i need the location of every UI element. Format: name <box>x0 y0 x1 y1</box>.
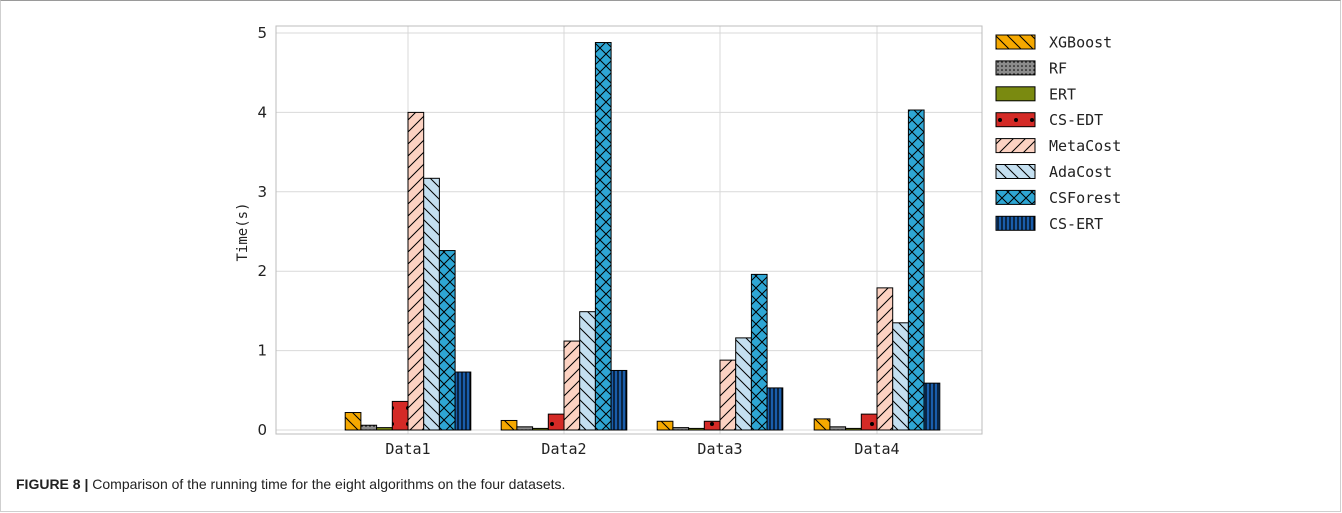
legend-swatch-hatch <box>996 164 1035 179</box>
caption-label: FIGURE 8 | <box>16 476 89 492</box>
y-tick-label: 2 <box>257 262 267 280</box>
bar-cs-edt-data1-hatch <box>392 401 408 430</box>
caption-text: Comparison of the running time for the e… <box>88 476 566 492</box>
bar-metacost-data3-hatch <box>720 360 736 430</box>
legend-swatch-hatch <box>996 35 1035 49</box>
legend-swatch-hatch <box>996 216 1035 231</box>
legend-label: XGBoost <box>1049 34 1112 52</box>
x-tick-label: Data1 <box>385 440 430 458</box>
legend-label: CS-EDT <box>1049 111 1103 129</box>
legend-item-cs-ert: CS-ERT <box>995 215 1103 233</box>
bar-ert-data3 <box>688 427 705 431</box>
bar-ert-data4 <box>845 427 862 431</box>
bar-cs-ert-data4-hatch <box>924 383 940 430</box>
legend-item-metacost: MetaCost <box>995 137 1121 155</box>
bar-xgboost-data1-hatch <box>345 412 361 430</box>
bar-metacost-data4-hatch <box>877 287 893 430</box>
legend-item-xgboost: XGBoost <box>995 34 1112 52</box>
bar-metacost-data1-hatch <box>408 112 424 431</box>
bar-rf-data4-hatch <box>829 426 846 430</box>
bars-group <box>344 42 941 431</box>
bar-csforest-data2-hatch <box>595 42 612 430</box>
bar-adacost-data2-hatch <box>579 311 596 430</box>
y-tick-label: 0 <box>257 421 267 439</box>
bar-xgboost-data2-hatch <box>501 420 517 430</box>
bar-cs-ert-data3-hatch <box>767 387 783 430</box>
bar-cs-edt-data2-hatch <box>548 414 564 430</box>
bar-cs-edt-data4-hatch <box>861 414 877 430</box>
legend-label: CS-ERT <box>1049 215 1103 233</box>
bar-ert-data1 <box>376 427 393 431</box>
legend-label: MetaCost <box>1049 137 1121 155</box>
grid-lines <box>276 26 982 434</box>
x-tick-labels: Data1 Data2 Data3 Data4 <box>385 440 899 458</box>
legend-item-adacost: AdaCost <box>995 163 1112 181</box>
bar-adacost-data4-hatch <box>892 322 909 430</box>
legend-swatch-hatch <box>996 60 1035 75</box>
bar-csforest-data4-hatch <box>908 110 925 430</box>
legend-item-ert: ERT <box>995 85 1076 103</box>
legend-label: AdaCost <box>1049 163 1112 181</box>
legend-item-csforest: CSForest <box>995 189 1121 207</box>
y-axis-label: Time(s) <box>235 202 251 261</box>
y-tick-label: 5 <box>257 24 267 42</box>
bar-xgboost-data4-hatch <box>814 418 830 430</box>
plot-frame <box>275 25 983 435</box>
legend-item-rf: RF <box>995 59 1067 77</box>
x-tick-label: Data3 <box>697 440 742 458</box>
x-tick-label: Data2 <box>541 440 586 458</box>
bar-adacost-data3-hatch <box>735 337 752 430</box>
y-tick-label: 1 <box>257 342 267 360</box>
bar-rf-data3-hatch <box>672 427 689 430</box>
legend-label: RF <box>1049 59 1067 77</box>
bar-adacost-data1-hatch <box>423 178 440 430</box>
legend-swatch <box>995 86 1036 102</box>
legend-item-cs-edt: CS-EDT <box>995 111 1103 129</box>
bar-metacost-data2-hatch <box>564 341 580 430</box>
legend-swatch-hatch <box>996 138 1035 153</box>
legend-label: CSForest <box>1049 189 1121 207</box>
legend-swatch-hatch <box>996 190 1035 205</box>
legend-swatch-hatch <box>996 112 1035 127</box>
bar-xgboost-data3-hatch <box>657 421 673 430</box>
bar-rf-data1-hatch <box>360 425 377 430</box>
bar-chart: 0 1 2 3 4 5 Data1 Data2 Data3 Data4 Time(s) XGBo… <box>235 24 1121 458</box>
bar-ert-data2 <box>532 427 549 431</box>
legend-label: ERT <box>1049 85 1076 103</box>
bar-cs-edt-data3-hatch <box>704 421 720 430</box>
x-tick-label: Data4 <box>854 440 899 458</box>
bar-cs-ert-data2-hatch <box>611 370 627 430</box>
bar-csforest-data1-hatch <box>439 250 456 430</box>
bar-cs-ert-data1-hatch <box>455 372 471 430</box>
y-tick-label: 4 <box>257 103 267 121</box>
figure-caption: FIGURE 8 | Comparison of the running tim… <box>16 476 565 492</box>
legend: XGBoost RF ERT CS-EDT MetaCost AdaCost CSFores… <box>995 34 1121 233</box>
y-tick-labels: 0 1 2 3 4 5 <box>257 24 267 439</box>
y-tick-label: 3 <box>257 183 267 201</box>
bar-rf-data2-hatch <box>516 426 533 430</box>
bar-csforest-data3-hatch <box>751 274 768 430</box>
